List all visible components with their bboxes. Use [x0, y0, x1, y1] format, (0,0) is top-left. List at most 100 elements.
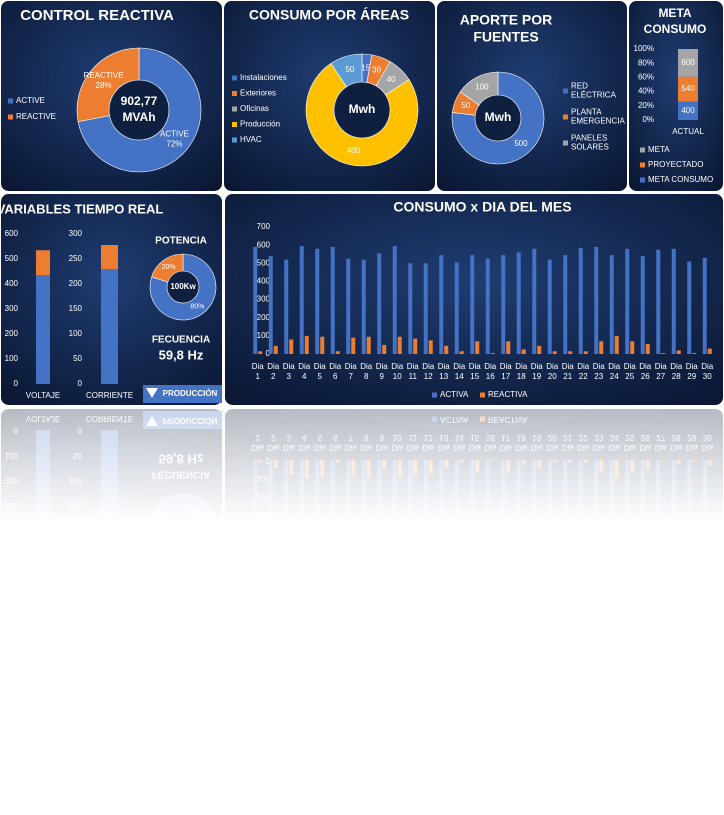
x-tick-label: Dia 18 [515, 362, 528, 381]
y-tick-label: 100% [634, 44, 654, 53]
x-tick-label: Dia 7 [345, 362, 358, 381]
x-tick-label: Dia 19 [531, 362, 544, 381]
legend-swatch [563, 114, 568, 120]
bar [671, 248, 676, 354]
bar [547, 259, 552, 354]
bar-segment [36, 250, 50, 276]
x-tick-label: Dia 24 [608, 362, 621, 381]
x-tick-label: Dia 8 [360, 362, 373, 381]
center-label: 100Kw [170, 282, 196, 291]
bar [361, 259, 366, 354]
button-icon[interactable] [146, 388, 158, 398]
x-tick-label: Dia 14 [453, 362, 466, 381]
x-tick-label: Dia 16 [484, 362, 497, 381]
button-label[interactable]: PRODUCCIÓN [163, 389, 218, 398]
bar [552, 351, 557, 354]
bar [315, 248, 320, 354]
bar [568, 351, 573, 354]
production-button[interactable]: PRODUCCIÓN [143, 385, 222, 403]
x-tick-label: Dia 12 [422, 362, 435, 381]
chart-title: APORTE POR FUENTES [460, 11, 553, 44]
button-bg[interactable] [143, 385, 222, 403]
legend-label: HVAC [240, 135, 262, 144]
bar [304, 335, 309, 354]
bar [516, 252, 521, 354]
bar [335, 351, 340, 354]
bar [609, 255, 614, 354]
y-tick-label: 0% [642, 115, 654, 124]
y-tick-label: 50 [73, 354, 82, 363]
y-tick-label: 600 [5, 229, 19, 238]
x-tick-label: Dia 10 [391, 362, 404, 381]
slice-label: 40 [387, 75, 396, 84]
x-tick-label: Dia 2 [267, 362, 280, 381]
slice-label: REACTIVE [84, 71, 124, 80]
x-tick-label: Dia 5 [314, 362, 327, 381]
y-tick-label: 0 [78, 379, 83, 388]
y-tick-label: 500 [5, 254, 19, 263]
bar [676, 350, 681, 354]
legend-label: PROYECTADO [648, 160, 703, 169]
x-tick-label: Dia 20 [546, 362, 559, 381]
x-tick-label: Dia 28 [670, 362, 683, 381]
legend-label: Instalaciones [240, 73, 287, 82]
y-tick-label: 600 [257, 240, 271, 249]
bar [377, 253, 382, 354]
slice-label: 50 [345, 65, 354, 74]
bar-segment [36, 275, 50, 384]
y-tick-label: 100 [5, 354, 19, 363]
bar-segment [678, 49, 698, 77]
legend-label: RED ELÉCTRICA [571, 82, 617, 100]
bar-value-label: 400 [681, 106, 695, 115]
bar [501, 255, 506, 354]
bar [630, 341, 635, 354]
legend-label: REACTIVE [16, 112, 56, 121]
slice-label: ACTIVE [160, 129, 189, 138]
bar [444, 345, 449, 354]
y-tick-label: 100 [69, 329, 83, 338]
center-label: MVAh [122, 110, 155, 124]
legend-label: META [648, 145, 670, 154]
bar [475, 341, 480, 354]
bar-segment [101, 245, 118, 269]
chart-title: CONSUMO POR ÁREAS [249, 7, 409, 23]
frequency-label: FECUENCIA [152, 335, 210, 346]
x-tick-label: CORRIENTE [86, 391, 133, 400]
bar [459, 351, 464, 354]
bar [408, 263, 413, 354]
x-tick-label: VOLTAJE [26, 391, 60, 400]
legend-swatch [232, 122, 237, 127]
donut-hole [335, 83, 389, 137]
slice-label: 20% [162, 264, 176, 271]
x-tick-label: Dia 29 [686, 362, 699, 381]
y-tick-label: 300 [5, 304, 19, 313]
bar [594, 246, 599, 354]
x-tick-label: Dia 21 [562, 362, 575, 381]
donut-slice [151, 253, 184, 283]
bar [490, 353, 495, 354]
legend-label: REACTIVA [488, 390, 528, 399]
y-tick-label: 0 [14, 379, 19, 388]
bar [645, 344, 650, 354]
legend-label: PANELES SOLARES [571, 134, 609, 152]
bar [599, 341, 604, 354]
bar [687, 261, 692, 354]
bar [692, 353, 697, 354]
y-tick-label: 700 [257, 222, 271, 231]
bar [583, 351, 588, 354]
x-tick-label: Dia 3 [283, 362, 296, 381]
bar-segment [678, 76, 698, 102]
donut-slice [76, 47, 140, 122]
donut-slice [77, 47, 202, 173]
legend-label: ACTIVA [440, 390, 469, 399]
slice-label: 80% [190, 304, 204, 311]
legend-label: Exteriores [240, 89, 276, 98]
bar [656, 249, 661, 354]
x-tick-label: Dia 23 [593, 362, 606, 381]
bar [454, 262, 459, 354]
bar [563, 255, 568, 354]
center-label: 902,77 [121, 94, 158, 108]
chart-title: CONTROL REACTIVA [20, 7, 174, 24]
x-tick-label: Dia 22 [577, 362, 590, 381]
y-tick-label: 200 [69, 279, 83, 288]
